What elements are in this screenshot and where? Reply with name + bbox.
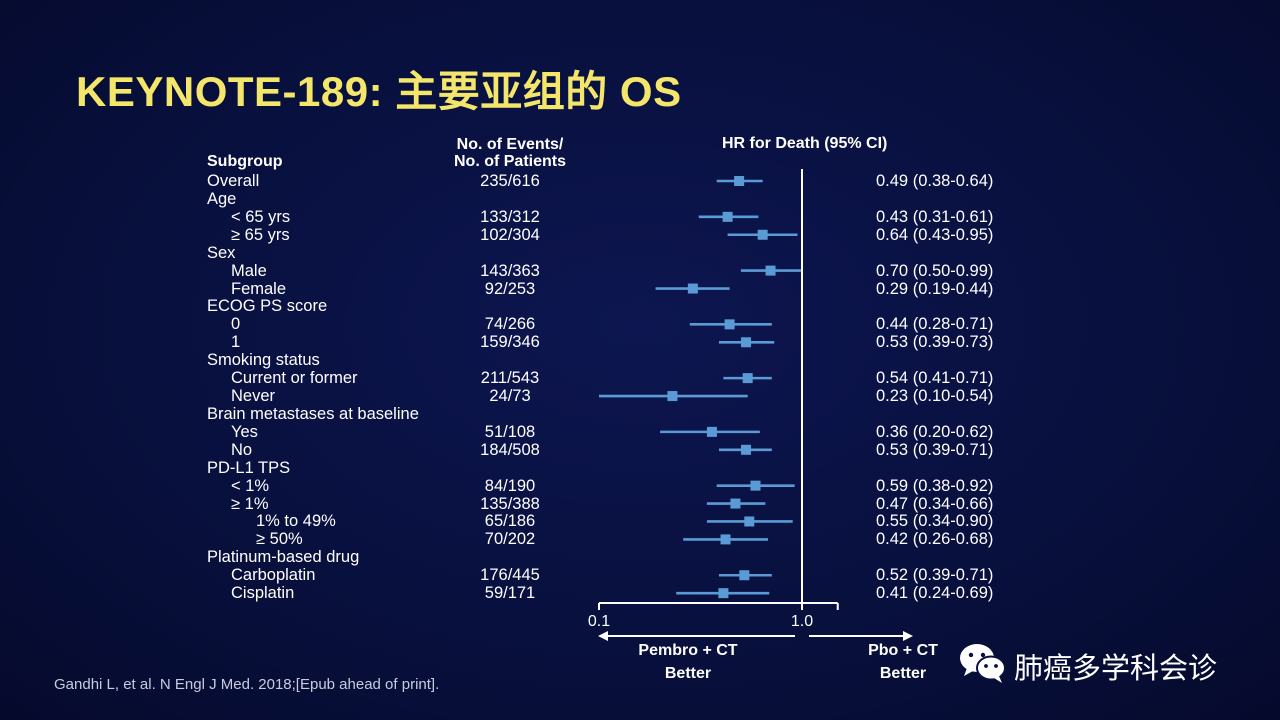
events-value: 143/363 (480, 261, 540, 280)
hr-marker (687, 283, 698, 294)
hr-header: HR for Death (95% CI) (722, 135, 888, 152)
hr-marker (744, 516, 755, 527)
hr-ci-value: 0.53 (0.39-0.71) (876, 440, 994, 459)
subgroup-label: Male (231, 261, 267, 280)
hr-marker (706, 426, 717, 437)
subgroup-label: Smoking status (207, 351, 320, 370)
events-value: 184/508 (480, 440, 540, 459)
hr-ci-value: 0.42 (0.26-0.68) (876, 530, 994, 549)
hr-marker (741, 444, 752, 455)
events-value: 176/445 (480, 566, 540, 585)
hr-ci-value: 0.70 (0.50-0.99) (876, 261, 994, 280)
events-value: 135/388 (480, 494, 540, 513)
hr-marker (722, 211, 733, 222)
subgroup-label: ≥ 50% (256, 530, 303, 549)
hr-marker (730, 498, 741, 509)
subgroup-label: Overall (207, 172, 260, 190)
subgroup-label: Female (231, 279, 287, 298)
subgroup-header: Subgroup (207, 153, 283, 170)
subgroup-label: PD-L1 TPS (207, 458, 291, 477)
citation: Gandhi L, et al. N Engl J Med. 2018;[Epu… (54, 676, 440, 693)
hr-ci-value: 0.64 (0.43-0.95) (876, 225, 994, 244)
hr-ci-value: 0.41 (0.24-0.69) (876, 584, 994, 603)
favors-right-line2: Better (879, 665, 927, 682)
subgroup-label: ≥ 1% (231, 494, 269, 513)
hr-marker (720, 534, 731, 545)
favors-left-line2: Better (664, 665, 712, 682)
hr-ci-value: 0.36 (0.20-0.62) (876, 422, 994, 441)
events-value: 133/312 (480, 207, 540, 226)
subgroup-label: Cisplatin (231, 584, 295, 603)
events-value: 70/202 (484, 530, 536, 549)
favors-left-line1: Pembro + CT (638, 642, 738, 659)
hr-marker (765, 265, 776, 276)
hr-marker (757, 229, 768, 240)
subgroup-label: 0 (231, 315, 241, 334)
subgroup-label: 1% to 49% (256, 512, 336, 531)
subgroup-label: 1 (231, 333, 241, 352)
hr-ci-value: 0.29 (0.19-0.44) (876, 279, 994, 298)
hr-marker (750, 480, 761, 491)
events-value: 65/186 (484, 512, 536, 531)
slide-title: KEYNOTE-189: 主要亚组的 OS (76, 68, 682, 115)
hr-ci-value: 0.52 (0.39-0.71) (876, 566, 994, 585)
hr-ci-value: 0.44 (0.28-0.71) (876, 315, 994, 334)
subgroup-label: ≥ 65 yrs (231, 225, 290, 244)
events-header-line2: No. of Patients (453, 153, 566, 170)
events-value: 102/304 (480, 225, 540, 244)
events-value: 92/253 (484, 279, 536, 298)
hr-marker (667, 391, 678, 402)
hr-marker (742, 373, 753, 384)
hr-ci-value: 0.23 (0.10-0.54) (876, 387, 994, 406)
hr-marker (734, 176, 745, 186)
hr-ci-value: 0.47 (0.34-0.66) (876, 494, 994, 513)
events-value: 24/73 (489, 387, 531, 406)
x-tick-label: 0.1 (588, 613, 610, 630)
hr-marker (724, 319, 735, 330)
events-value: 235/616 (480, 172, 540, 190)
hr-ci-value: 0.53 (0.39-0.73) (876, 333, 994, 352)
events-header-line1: No. of Events/ (456, 136, 564, 153)
events-value: 84/190 (484, 476, 536, 495)
hr-ci-value: 0.55 (0.34-0.90) (876, 512, 994, 531)
hr-marker (718, 588, 729, 599)
subgroup-label: Age (207, 189, 237, 208)
subgroup-label: < 1% (231, 476, 270, 495)
events-value: 59/171 (484, 584, 536, 603)
watermark-text: 肺癌多学科会诊 (1014, 650, 1218, 685)
subgroup-label: ECOG PS score (207, 297, 328, 316)
hr-marker (739, 570, 750, 581)
subgroup-label: Platinum-based drug (207, 548, 360, 567)
hr-ci-value: 0.49 (0.38-0.64) (876, 172, 994, 190)
x-tick-label: 1.0 (791, 613, 813, 630)
hr-marker (741, 337, 752, 348)
favors-right-label: Pbo + CT Better (838, 639, 968, 685)
subgroup-label: Brain metastases at baseline (207, 404, 419, 423)
hr-ci-value: 0.54 (0.41-0.71) (876, 369, 994, 388)
subgroup-label: Carboplatin (231, 566, 316, 585)
favors-left-arrowhead (598, 631, 608, 641)
subgroup-label: No (231, 440, 253, 459)
favors-right-line1: Pbo + CT (868, 642, 938, 659)
events-value: 51/108 (484, 422, 536, 441)
hr-ci-value: 0.59 (0.38-0.92) (876, 476, 994, 495)
events-value: 159/346 (480, 333, 540, 352)
events-value: 74/266 (484, 315, 536, 334)
subgroup-label: Never (231, 387, 276, 406)
wechat-icon (958, 641, 1008, 690)
subgroup-label: Yes (231, 422, 258, 441)
subgroup-label: Current or former (231, 369, 358, 388)
watermark: 肺癌多学科会诊 (958, 641, 1217, 690)
hr-ci-value: 0.43 (0.31-0.61) (876, 207, 994, 226)
favors-left-label: Pembro + CT Better (618, 639, 758, 685)
subgroup-label: < 65 yrs (231, 207, 291, 226)
events-value: 211/543 (480, 369, 540, 388)
subgroup-label: Sex (207, 243, 236, 262)
